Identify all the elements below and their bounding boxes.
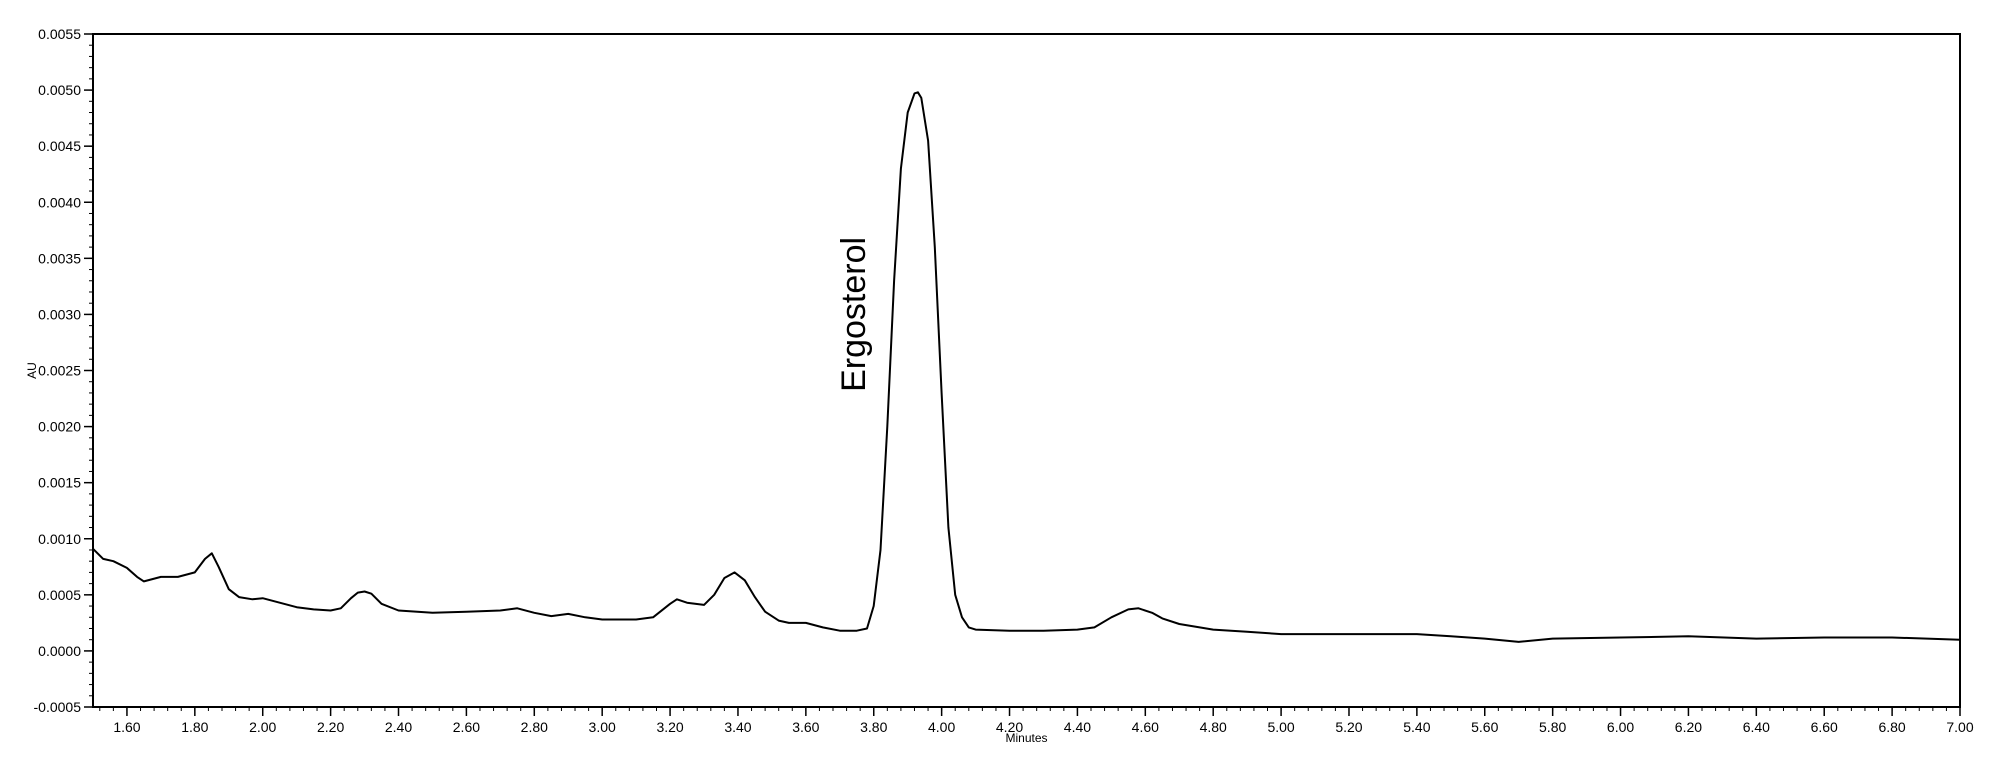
chromatogram-trace [92,91,1961,643]
y-tick-label: 0.0045 [38,138,81,154]
x-tick-label: 5.00 [1267,719,1294,735]
y-tick-label: -0.0005 [34,699,82,715]
peak-annotation-ergosterol: Ergosterol [835,237,873,392]
x-tick-label: 2.20 [317,719,344,735]
x-tick-label: 4.40 [1064,719,1091,735]
x-tick-label: 4.20 [996,719,1023,735]
y-tick-label: 0.0000 [38,643,81,659]
y-tick-label: 0.0015 [38,475,81,491]
x-tick-label: 3.80 [860,719,887,735]
x-tick-label: 6.40 [1743,719,1770,735]
y-axis-ticks: -0.0005 0.0000 0.0005 0.0010 0.0015 0.0020 0.0… [34,26,93,715]
x-tick-label: 3.60 [792,719,819,735]
x-tick-label: 2.60 [453,719,480,735]
x-tick-label: 5.40 [1403,719,1430,735]
x-tick-label: 2.80 [521,719,548,735]
x-axis-ticks: 1.60 1.80 2.00 2.20 2.40 2.60 2.80 3.00 3.20 3.40… [113,707,1974,735]
x-tick-label: 1.80 [181,719,208,735]
x-tick-label: 5.80 [1539,719,1566,735]
x-tick-label: 6.60 [1811,719,1838,735]
x-tick-label: 6.20 [1675,719,1702,735]
x-tick-label: 3.20 [656,719,683,735]
x-tick-label: 1.60 [113,719,140,735]
y-tick-label: 0.0040 [38,194,81,210]
x-tick-label: 5.20 [1335,719,1362,735]
x-tick-label: 3.40 [724,719,751,735]
plot-frame [92,33,1961,708]
y-tick-label: 0.0010 [38,531,81,547]
y-axis-label: AU [25,362,39,379]
y-tick-label: 0.0050 [38,82,81,98]
x-tick-label: 2.40 [385,719,412,735]
y-tick-label: 0.0020 [38,419,81,435]
x-axis-label: Minutes [1005,731,1047,745]
y-tick-label: 0.0030 [38,306,81,322]
x-tick-label: 4.80 [1200,719,1227,735]
y-tick-label: 0.0025 [38,363,81,379]
y-tick-label: 0.0035 [38,250,81,266]
x-tick-label: 2.00 [249,719,276,735]
x-tick-label: 4.00 [928,719,955,735]
x-tick-label: 5.60 [1471,719,1498,735]
y-tick-label: 0.0005 [38,587,81,603]
x-tick-label: 3.00 [589,719,616,735]
x-tick-label: 6.80 [1878,719,1905,735]
y-tick-label: 0.0055 [38,26,81,42]
x-tick-label: 4.60 [1132,719,1159,735]
x-tick-label: 6.00 [1607,719,1634,735]
x-tick-label: 7.00 [1946,719,1973,735]
